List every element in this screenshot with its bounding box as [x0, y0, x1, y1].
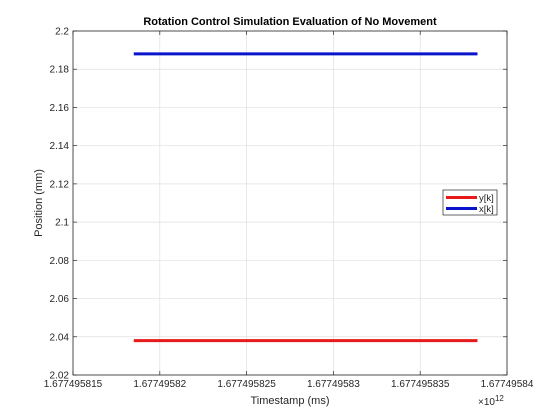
x-tick-label: 1.677495815: [44, 379, 103, 390]
y-tick-label: 2.12: [50, 179, 70, 190]
y-tick-label: 2.08: [50, 256, 70, 267]
x-tick-label: 1.67749584: [481, 379, 534, 390]
plot-area: [73, 31, 507, 375]
y-tick-label: 2.16: [50, 103, 70, 114]
x-tick-label: 1.677495825: [217, 379, 276, 390]
y-tick-label: 2.18: [50, 65, 70, 76]
x-axis-exponent-base: ×10: [478, 397, 495, 408]
y-axis-label: Position (mm): [33, 169, 45, 237]
y-tick-label: 2.1: [55, 218, 69, 229]
y-tick-label: 2.14: [50, 141, 70, 152]
x-axis-exponent: ×1012: [478, 394, 504, 408]
ticks: 1.677495815 1.67749582 1.677495825 1.677495…: [44, 27, 534, 391]
x-tick-label: 1.677495835: [391, 379, 450, 390]
y-tick-label: 2.2: [55, 27, 69, 38]
y-tick-label: 2.06: [50, 294, 70, 305]
series-group: [133, 52, 478, 343]
y-tick-label: 2.02: [50, 371, 70, 382]
x-axis-label: Timestamp (ms): [250, 395, 329, 407]
x-tick-label: 1.67749583: [307, 379, 360, 390]
plot-frame: [72, 30, 508, 376]
legend-label-y: y[k]: [479, 193, 494, 204]
y-tick-label: 2.04: [50, 332, 70, 343]
legend-box: [442, 189, 498, 216]
legend-label-x: x[k]: [479, 204, 494, 215]
x-tick-label: 1.67749582: [133, 379, 186, 390]
legend: y[k] x[k]: [442, 189, 498, 216]
x-axis-exponent-power: 12: [495, 394, 504, 403]
chart-title: Rotation Control Simulation Evaluation o…: [143, 16, 437, 28]
